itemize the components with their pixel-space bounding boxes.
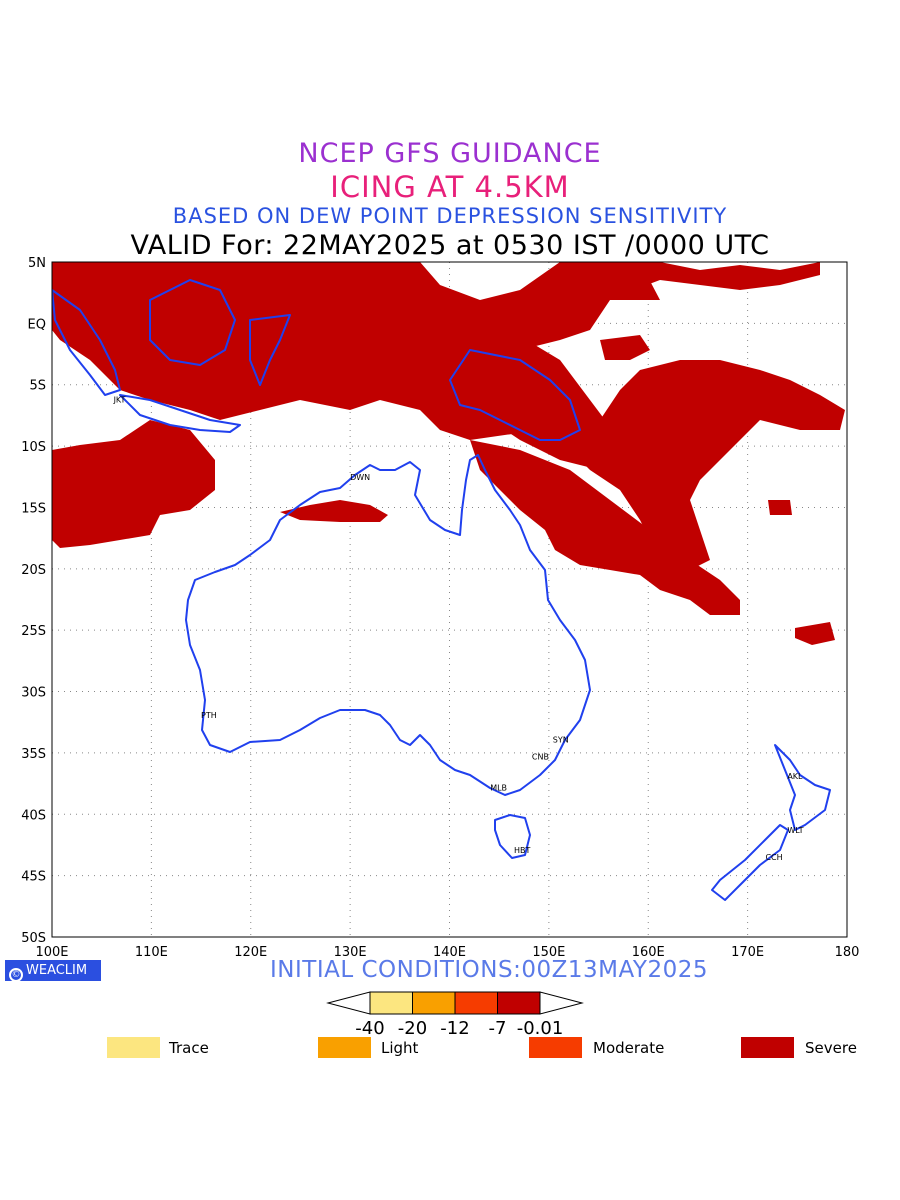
lat-tick-label: 10S — [21, 440, 46, 455]
city-label-cch: CCH — [765, 853, 782, 862]
lon-tick-label: 120E — [234, 945, 267, 960]
valid-time: VALID For: 22MAY2025 at 0530 IST /0000 U… — [130, 230, 770, 261]
coastline-borneo — [149, 279, 236, 366]
chart-subtitle-method: BASED ON DEW POINT DEPRESSION SENSITIVIT… — [172, 204, 728, 228]
lon-tick-label: 130E — [334, 945, 367, 960]
lat-tick-label: 50S — [21, 931, 46, 946]
lon-tick-label: 140E — [433, 945, 466, 960]
legend-swatch-trace — [107, 1037, 160, 1058]
city-label-hbt: HBT — [514, 846, 531, 855]
lat-tick-label: 40S — [21, 808, 46, 823]
coastline-tasmania — [494, 814, 531, 859]
city-label-jkt: JKT — [113, 395, 126, 404]
city-label-mlb: MLB — [490, 783, 507, 792]
city-labels: JKT DWN PTH SYN CNB MLB HBT AKL WLT CCH — [113, 395, 804, 862]
lat-tick-label: 45S — [21, 870, 46, 885]
icing-area-east-patch — [795, 622, 835, 645]
plot-frame — [51, 261, 848, 938]
lat-tick-label: 35S — [21, 747, 46, 762]
lon-tick-label: 160E — [632, 945, 665, 960]
chart-title: NCEP GFS GUIDANCE — [298, 138, 602, 169]
weaclim-logo: © WEACLIM — [5, 960, 101, 982]
icing-area-indian-ocean — [52, 420, 215, 548]
coastline-australia — [185, 454, 591, 796]
city-label-akl: AKL — [787, 772, 803, 781]
lon-tick-label: 180 — [835, 945, 860, 960]
icing-area-coral-sea-band — [470, 440, 740, 615]
lon-tick-label: 170E — [731, 945, 764, 960]
severe-icing-areas — [52, 262, 845, 645]
lat-tick-label: 5S — [29, 379, 46, 394]
icing-area-solomon-sea — [560, 360, 845, 570]
initial-conditions: INITIAL CONDITIONS:00Z13MAY2025 — [270, 957, 708, 983]
lat-tick-label: 15S — [21, 501, 46, 516]
legend-swatch-moderate — [529, 1037, 582, 1058]
coastline-new-guinea — [449, 349, 581, 441]
legend-label-severe: Severe — [805, 1039, 857, 1057]
coastline-new-zealand-south — [711, 824, 789, 901]
axis-tick-labels: 100E 110E 120E 130E 140E 150E 160E 170E 180 5N EQ 5… — [21, 256, 859, 960]
legend-label-moderate: Moderate — [593, 1039, 665, 1057]
coastline-sumatra — [52, 289, 121, 396]
lon-tick-label: 100E — [35, 945, 68, 960]
lon-tick-label: 150E — [532, 945, 565, 960]
icing-area-pacific-patch — [600, 335, 650, 360]
coastline-sulawesi — [249, 314, 291, 386]
coastline-new-zealand-north — [774, 744, 831, 831]
legend-swatch-light — [318, 1037, 371, 1058]
icing-area-fiji-patch — [768, 500, 792, 515]
city-label-pth: PTH — [201, 711, 217, 720]
legend-swatch-severe — [741, 1037, 794, 1058]
icing-area-eastern-indonesia — [430, 320, 620, 470]
coastlines — [52, 279, 831, 901]
city-label-dwn: DWN — [350, 473, 370, 482]
copyright-icon: © — [9, 968, 23, 982]
lat-tick-label: EQ — [28, 317, 46, 332]
city-label-cnb: CNB — [532, 753, 549, 762]
coastline-java — [119, 394, 241, 433]
lat-tick-label: 30S — [21, 686, 46, 701]
lat-tick-label: 20S — [21, 563, 46, 578]
legend-label-trace: Trace — [169, 1039, 209, 1057]
lat-tick-label: 25S — [21, 624, 46, 639]
lat-tick-label: 5N — [28, 256, 46, 271]
legend-label-light: Light — [381, 1039, 419, 1057]
city-label-wlt: WLT — [787, 826, 803, 835]
icing-area-pacific-north — [590, 262, 820, 300]
city-label-syn: SYN — [553, 735, 569, 744]
icing-area-timor-sea — [280, 500, 388, 522]
logo-text: WEACLIM — [26, 963, 88, 978]
chart-subtitle-icing: ICING AT 4.5KM — [330, 170, 570, 204]
lon-tick-label: 110E — [135, 945, 168, 960]
